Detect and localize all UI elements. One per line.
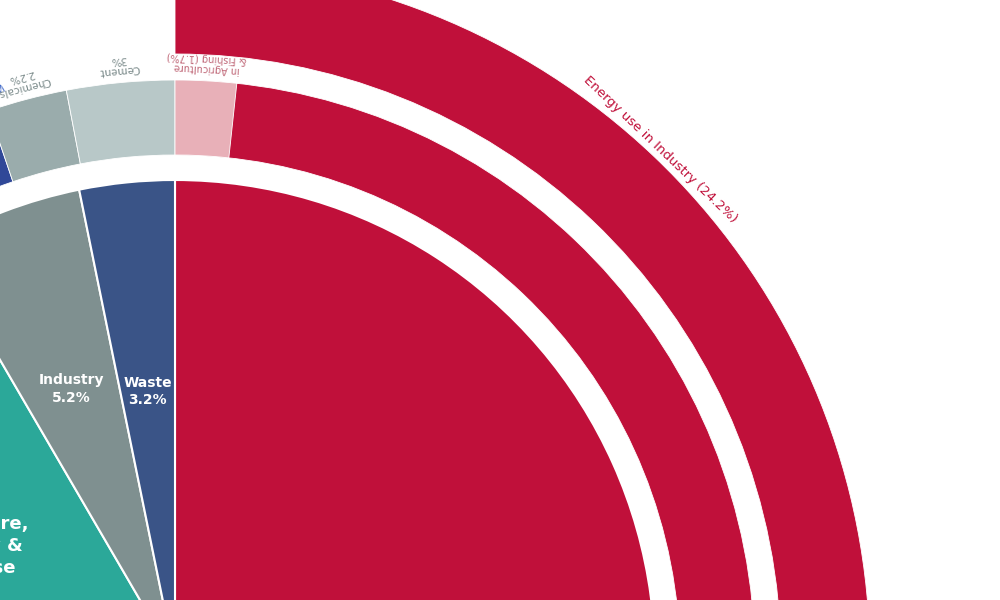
- Text: Industry
5.2%: Industry 5.2%: [39, 373, 104, 404]
- Wedge shape: [0, 90, 80, 182]
- Text: Wastewater (1.3%): Wastewater (1.3%): [0, 80, 5, 124]
- Wedge shape: [175, 80, 237, 158]
- Wedge shape: [0, 110, 13, 197]
- Wedge shape: [79, 180, 175, 600]
- Text: Agriculture,
Forestry &
Land Use
18.4%: Agriculture, Forestry & Land Use 18.4%: [0, 515, 30, 599]
- Text: Cement
3%: Cement 3%: [97, 52, 140, 77]
- Wedge shape: [0, 245, 175, 600]
- Wedge shape: [0, 190, 175, 600]
- Text: Energy use in Industry (24.2%): Energy use in Industry (24.2%): [581, 73, 740, 225]
- Text: Chemicals
2.2%: Chemicals 2.2%: [0, 65, 51, 98]
- Wedge shape: [175, 0, 869, 600]
- Wedge shape: [0, 180, 655, 600]
- Wedge shape: [66, 80, 175, 164]
- Wedge shape: [175, 80, 754, 600]
- Text: Waste
3.2%: Waste 3.2%: [124, 376, 172, 407]
- Text: in Agriculture
& Fishing (1.7%): in Agriculture & Fishing (1.7%): [166, 50, 247, 76]
